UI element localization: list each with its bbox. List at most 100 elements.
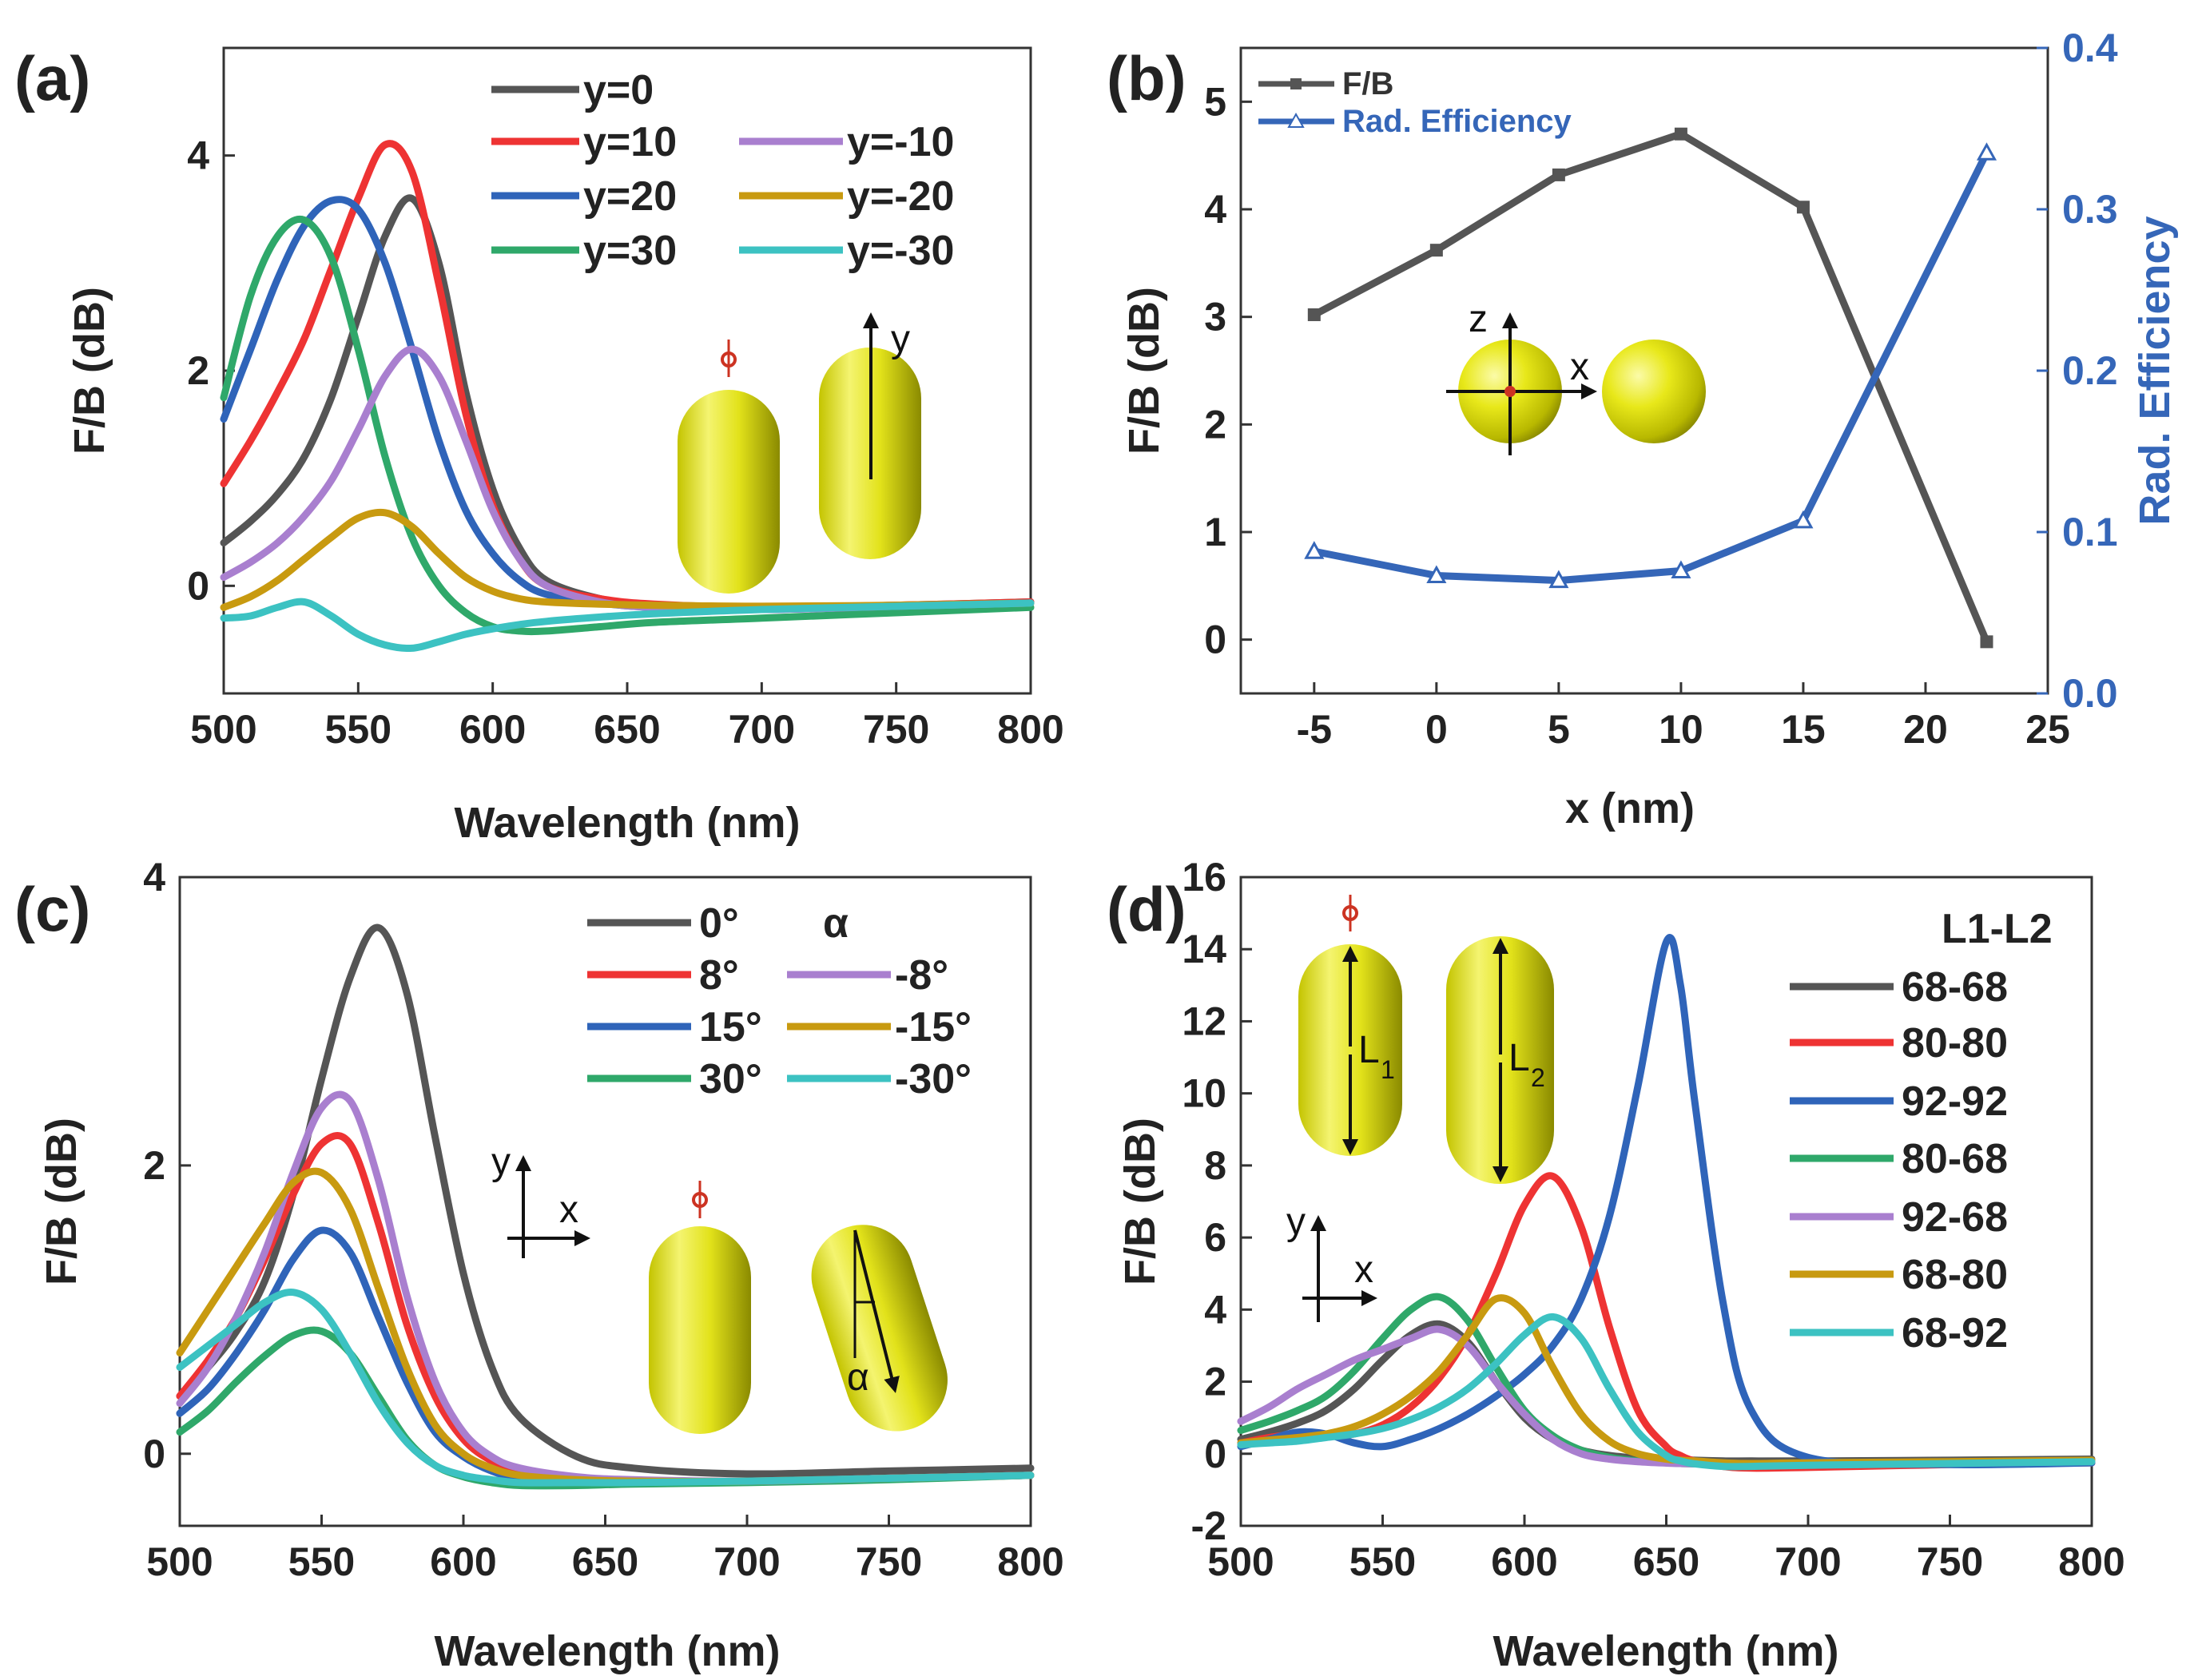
legend-title: α bbox=[823, 900, 849, 947]
panel-a: (a) 500 550 600 650 700 750 800 0 2 4 Wavelength … bbox=[14, 43, 1064, 847]
x-tick-label: 700 bbox=[713, 1539, 780, 1584]
y-tick-label: 2 bbox=[1204, 402, 1226, 447]
legend-entry: 92-68 bbox=[1902, 1194, 2008, 1241]
y-tick-label: -2 bbox=[1191, 1503, 1226, 1548]
legend-entry: 0° bbox=[699, 900, 739, 947]
y-right-tick-label: 0.0 bbox=[2062, 671, 2118, 716]
panel-b-label: (b) bbox=[1107, 43, 1186, 113]
x-tick-label: 20 bbox=[1903, 707, 1948, 752]
inset-x-label: x bbox=[1354, 1249, 1373, 1291]
y-tick-label: 2 bbox=[187, 348, 209, 393]
legend-entry: 30° bbox=[699, 1056, 762, 1102]
panel-b-series bbox=[1304, 127, 1997, 649]
x-tick-label: -5 bbox=[1297, 707, 1332, 752]
panel-a-label: (a) bbox=[14, 43, 90, 113]
x-tick-label: 25 bbox=[2025, 707, 2070, 752]
panel-b-xlabel: x (nm) bbox=[1565, 784, 1695, 832]
y-tick-label: 4 bbox=[143, 855, 165, 900]
inset-z-label: z bbox=[1469, 298, 1488, 340]
inset-l1-label: L bbox=[1358, 1029, 1380, 1071]
x-tick-label: 750 bbox=[1917, 1539, 1983, 1584]
inset-l2-label: L bbox=[1508, 1037, 1530, 1079]
inset-l1-subscript: 1 bbox=[1381, 1055, 1395, 1084]
angle-arrow bbox=[853, 1229, 900, 1393]
panel-c-inset: y x α bbox=[491, 1141, 948, 1434]
y-tick-label: 4 bbox=[1204, 187, 1226, 232]
x-tick-label: 5 bbox=[1548, 707, 1570, 752]
legend-marker bbox=[1287, 112, 1305, 128]
inset-x-label: x bbox=[559, 1189, 578, 1231]
inset-x-label: x bbox=[1570, 346, 1589, 388]
nanosphere bbox=[1602, 340, 1706, 443]
y-tick-label: 16 bbox=[1182, 855, 1226, 900]
panel-d: (d) 500 550 600 650 700 750 800-20246810121416… bbox=[1107, 855, 2125, 1675]
x-tick-label: 10 bbox=[1659, 707, 1703, 752]
y-tick-label: 0 bbox=[187, 563, 209, 608]
legend-entry: 15° bbox=[699, 1004, 762, 1050]
y-tick-label: 6 bbox=[1204, 1215, 1226, 1260]
panel-a-ticks: 500 550 600 650 700 750 800 0 2 4 bbox=[187, 133, 1064, 752]
inset-y-label: y bbox=[491, 1141, 511, 1183]
legend-title: L1-L2 bbox=[1942, 906, 2053, 952]
x-tick-label: 800 bbox=[997, 1539, 1063, 1584]
nanorod bbox=[1298, 944, 1402, 1156]
legend-entry: -15° bbox=[895, 1004, 972, 1050]
data-point bbox=[1674, 127, 1687, 141]
x-tick-label: 0 bbox=[1425, 707, 1448, 752]
inset-y-label: y bbox=[1286, 1201, 1306, 1243]
data-point bbox=[1548, 570, 1569, 589]
data-point bbox=[1307, 308, 1321, 321]
y-tick-label: 1 bbox=[1204, 510, 1226, 554]
panel-a-ylabel: F/B (dB) bbox=[66, 287, 113, 455]
panel-d-label: (d) bbox=[1107, 874, 1186, 944]
panel-a-legend: y=0 y=10 y=20 y=30 y=-10 y=-20 y=-30 bbox=[491, 67, 954, 274]
panel-c-series bbox=[176, 923, 1035, 1490]
panel-c-xlabel: Wavelength (nm) bbox=[434, 1627, 780, 1675]
x-tick-label: 650 bbox=[572, 1539, 638, 1584]
legend-entry: 68-68 bbox=[1902, 964, 2008, 1011]
panel-d-xlabel: Wavelength (nm) bbox=[1492, 1627, 1838, 1675]
legend-entry: y=-10 bbox=[847, 119, 954, 165]
panel-c: (c) 500 550 600 650 700 750 800 0 2 4 Wavelength … bbox=[14, 855, 1064, 1675]
x-tick-label: 500 bbox=[146, 1539, 213, 1584]
data-point bbox=[1426, 565, 1447, 584]
x-tick-label: 700 bbox=[729, 707, 795, 752]
series-line-Rad. Efficiency bbox=[1310, 149, 1990, 585]
y-tick-label: 12 bbox=[1182, 999, 1226, 1043]
dipole-icon bbox=[1504, 386, 1516, 397]
panel-b-ticks: -5 0 5 10 15 20 25 0 1 2 3 4 5 0.0 0.1 0.2 0.3 0.4 bbox=[1204, 26, 2118, 752]
legend-entry: y=0 bbox=[583, 67, 654, 113]
y-tick-label: 0 bbox=[1204, 1432, 1226, 1476]
y-right-tick-label: 0.1 bbox=[2062, 510, 2118, 554]
y-tick-label: 8 bbox=[1204, 1143, 1226, 1188]
data-point bbox=[1793, 510, 1814, 529]
nanorod bbox=[678, 390, 780, 594]
series-line-F/B bbox=[1310, 130, 1990, 645]
panel-d-legend: L1-L2 68-68 80-80 92-92 80-68 92-68 68-8… bbox=[1790, 906, 2053, 1356]
y-tick-label: 2 bbox=[143, 1143, 165, 1188]
legend-entry: y=10 bbox=[583, 119, 677, 165]
x-tick-label: 700 bbox=[1775, 1539, 1841, 1584]
legend-entry: y=30 bbox=[583, 228, 677, 274]
inset-y-label: y bbox=[891, 318, 910, 360]
legend-entry: -30° bbox=[895, 1056, 972, 1102]
legend-entry: -8° bbox=[895, 952, 948, 999]
panel-b: (b) -5 0 5 10 15 20 25 0 1 2 3 4 5 0.0 0.1 0.2 0.3 0.4 x … bbox=[1107, 26, 2179, 832]
panel-d-inset: L 1 L 2 y x bbox=[1286, 895, 1554, 1322]
data-point bbox=[1976, 142, 1997, 161]
y-tick-label: 0 bbox=[1204, 618, 1226, 662]
x-tick-label: 500 bbox=[190, 707, 256, 752]
x-tick-label: 750 bbox=[863, 707, 929, 752]
data-point bbox=[1552, 168, 1565, 181]
x-tick-label: 800 bbox=[2058, 1539, 2124, 1584]
legend-entry: y=-30 bbox=[847, 228, 954, 274]
y-tick-label: 5 bbox=[1204, 79, 1226, 124]
nanorod bbox=[1446, 936, 1554, 1184]
series-line-y=30 bbox=[220, 215, 1035, 636]
series-line-68-92 bbox=[1237, 1313, 2096, 1471]
legend-entry: y=-20 bbox=[847, 173, 954, 220]
data-point bbox=[1671, 560, 1691, 578]
nanorod bbox=[649, 1226, 751, 1434]
